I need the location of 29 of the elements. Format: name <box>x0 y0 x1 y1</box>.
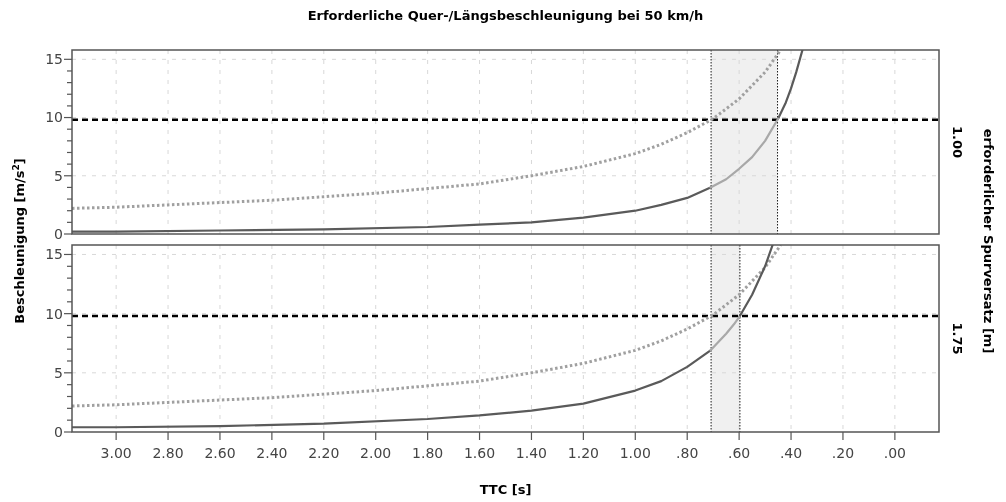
y-tick-label: 10 <box>45 109 63 126</box>
x-tick-label: .00 <box>883 445 906 461</box>
x-tick-label: .60 <box>727 445 751 461</box>
x-tick-label: .80 <box>676 445 699 461</box>
x-axis-title: TTC [s] <box>479 482 532 497</box>
x-tick-label: 1.40 <box>515 445 548 461</box>
y-tick-label: 0 <box>54 225 63 242</box>
x-tick-label: .40 <box>779 445 803 461</box>
y-tick-label: 5 <box>54 167 63 184</box>
chart-title: Erforderliche Quer-/Längsbeschleunigung bei 50 km/h <box>307 8 704 23</box>
x-tick-label: 1.20 <box>567 445 599 461</box>
y-tick-label: 15 <box>45 246 63 263</box>
x-tick-label: 3.00 <box>100 445 132 461</box>
x-tick-label: 1.00 <box>619 445 651 461</box>
y-tick-label: 10 <box>45 305 63 322</box>
text: 1.00 <box>950 125 965 159</box>
text: 1.75 <box>950 322 965 355</box>
y-tick-label: 15 <box>45 51 63 68</box>
x-tick-label: .20 <box>831 445 855 461</box>
x-tick-label: 2.80 <box>152 445 184 461</box>
x-tick-label: 2.00 <box>360 445 392 461</box>
y-tick-label: 0 <box>54 423 63 440</box>
x-tick-label: 2.20 <box>308 445 340 461</box>
x-tick-label: 1.80 <box>412 445 444 461</box>
x-tick-label: 2.40 <box>256 445 288 461</box>
y-tick-label: 5 <box>54 364 63 381</box>
x-tick-label: 2.60 <box>204 445 236 461</box>
y2-axis-title: erforderlicher Spurversatz [m] <box>981 128 996 354</box>
x-tick-label: 1.60 <box>463 445 496 461</box>
